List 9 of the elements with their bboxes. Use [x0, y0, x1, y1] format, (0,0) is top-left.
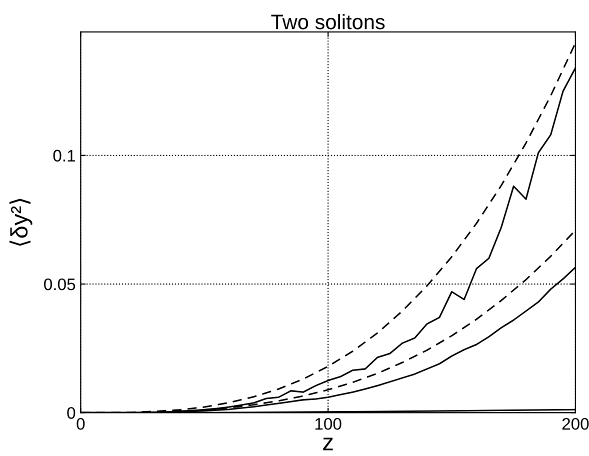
y-tick-label: 0 — [67, 407, 76, 419]
x-tick-label: 100 — [315, 418, 342, 430]
y-axis-title: ⟨δy²⟩ — [9, 198, 32, 246]
x-axis-title: z — [323, 438, 333, 450]
x-tick-label: 200 — [562, 418, 589, 430]
y-tick-label: 0.1 — [53, 150, 76, 162]
y-tick-label: 0.05 — [44, 278, 76, 290]
chart-title: Two solitons — [271, 14, 385, 30]
x-tick-label: 0 — [76, 418, 85, 430]
